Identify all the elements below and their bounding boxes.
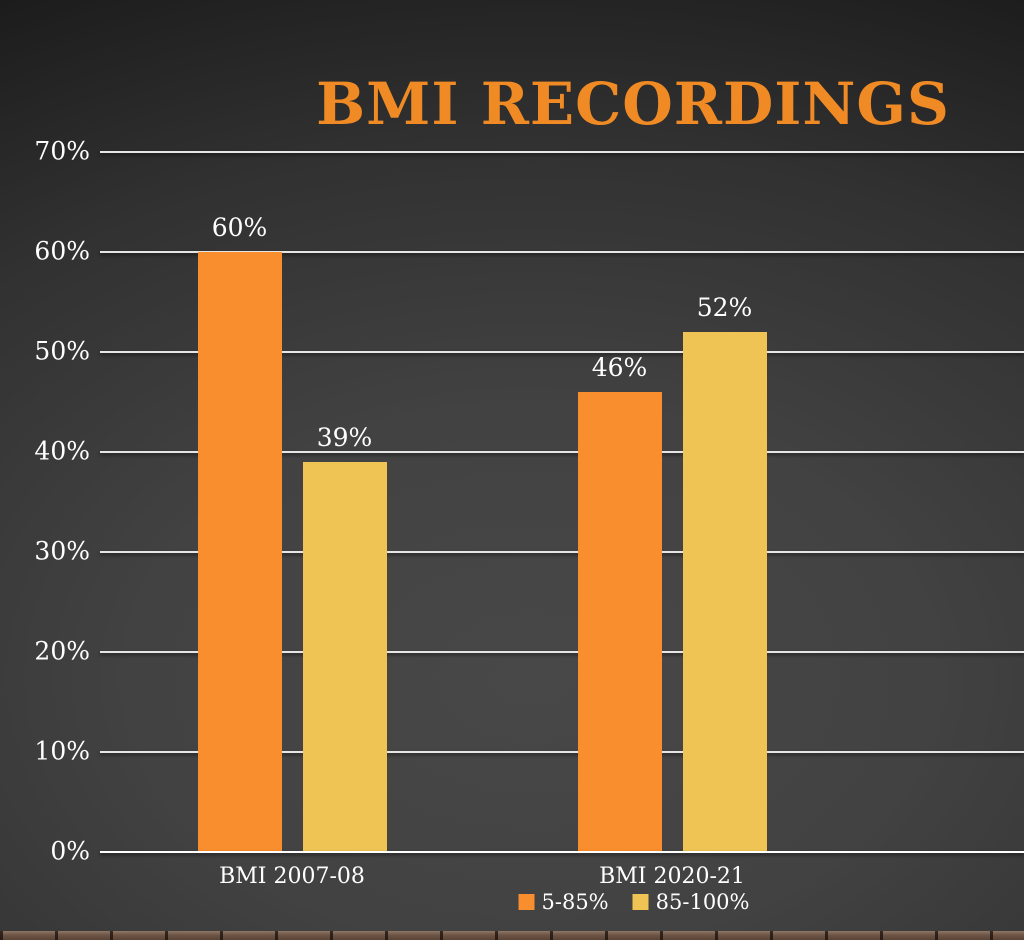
legend-swatch	[518, 894, 535, 910]
gridline	[100, 551, 1024, 553]
legend-item: 85-100%	[632, 890, 750, 914]
bar-value-label: 46%	[591, 353, 648, 382]
bar	[682, 332, 767, 852]
legend-swatch	[632, 894, 649, 910]
chart-title: BMI RECORDINGS	[316, 70, 950, 138]
gridline	[100, 751, 1024, 753]
brick-strip-decoration	[0, 931, 1024, 940]
bar	[577, 392, 662, 852]
bar	[197, 252, 282, 852]
x-axis-category-label: BMI 2007-08	[219, 864, 365, 889]
bar-value-label: 52%	[696, 293, 753, 322]
legend-label: 5-85%	[541, 890, 609, 914]
legend-label: 85-100%	[655, 890, 750, 914]
y-axis-tick-label: 60%	[34, 236, 90, 266]
y-axis-tick-label: 30%	[34, 536, 90, 566]
y-axis-tick-label: 10%	[34, 736, 90, 766]
gridline	[100, 351, 1024, 353]
y-axis-tick-label: 40%	[34, 436, 90, 466]
y-axis-tick-label: 20%	[34, 636, 90, 666]
y-axis-tick-label: 0%	[50, 836, 90, 866]
y-axis-tick-label: 50%	[34, 336, 90, 366]
bar-value-label: 60%	[211, 213, 268, 242]
bar	[302, 462, 387, 852]
y-axis-tick-label: 70%	[34, 136, 90, 166]
gridline	[100, 151, 1024, 153]
gridline	[100, 651, 1024, 653]
gridline	[100, 451, 1024, 453]
bar-value-label: 39%	[316, 423, 373, 452]
gridline	[100, 251, 1024, 253]
x-axis-category-label: BMI 2020-21	[599, 864, 745, 889]
legend: 5-85% 85-100%	[518, 890, 750, 914]
gridline	[100, 851, 1024, 853]
legend-item: 5-85%	[518, 890, 609, 914]
